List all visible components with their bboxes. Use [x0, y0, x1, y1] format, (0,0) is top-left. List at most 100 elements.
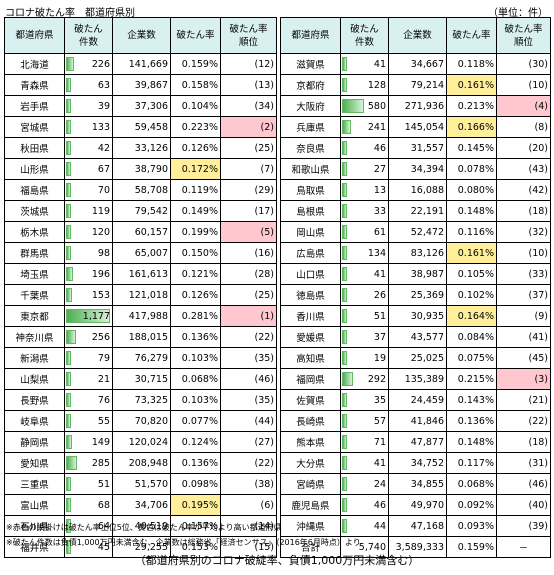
count-value: 46	[373, 499, 386, 511]
rate-rank: (10)	[496, 74, 551, 96]
firm-count: 135,389	[388, 368, 447, 390]
count-value: 153	[91, 289, 110, 301]
rate-rank: (40)	[496, 494, 551, 516]
bankruptcy-rate: 0.161%	[446, 242, 497, 264]
count-value: 37	[373, 331, 386, 343]
count-value: 241	[367, 121, 386, 133]
count-value: 76	[97, 394, 110, 406]
right-table: 都道府県 破たん 件数 企業数 破たん率 破たん率 順位 滋賀県 41 34,667 0.…	[280, 17, 551, 558]
table-row: 岐阜県 55 70,820 0.077% (44)	[4, 410, 277, 432]
header-rate: 破たん率	[170, 17, 221, 54]
count-bar	[66, 309, 110, 323]
table-row: 島根県 33 22,191 0.148% (18)	[280, 200, 551, 222]
rate-rank: (39)	[496, 515, 551, 537]
pref-name: 大阪府	[280, 95, 341, 117]
rate-rank: (33)	[496, 263, 551, 285]
rate-rank: (8)	[496, 116, 551, 138]
table-row: 和歌山県 27 34,394 0.078% (43)	[280, 158, 551, 180]
pref-name: 岩手県	[4, 95, 65, 117]
count-value: 149	[91, 436, 110, 448]
rate-rank: (41)	[496, 326, 551, 348]
firm-count: 49,970	[388, 494, 447, 516]
bankruptcy-rate: 0.124%	[170, 431, 221, 453]
bankruptcy-rate: 0.213%	[446, 95, 497, 117]
count-value: 51	[373, 310, 386, 322]
count-value: 196	[91, 268, 110, 280]
count-value: 119	[91, 205, 110, 217]
rate-rank: (42)	[496, 179, 551, 201]
firm-count: 51,570	[112, 473, 171, 495]
bankruptcy-rate: 0.093%	[446, 515, 497, 537]
count-value: 292	[367, 373, 386, 385]
pref-name: 奈良県	[280, 137, 341, 159]
count-cell: 24	[340, 473, 389, 495]
count-cell: 292	[340, 368, 389, 390]
rate-rank: (7)	[220, 158, 277, 180]
pref-name: 滋賀県	[280, 53, 341, 75]
count-bar	[342, 120, 351, 134]
firm-count: 141,669	[112, 53, 171, 75]
rate-rank: (35)	[220, 389, 277, 411]
pref-name: 山口県	[280, 263, 341, 285]
total-label: 合計	[280, 536, 341, 558]
count-value: 51	[97, 478, 110, 490]
count-bar	[66, 120, 72, 134]
table-row: 滋賀県 41 34,667 0.118% (30)	[280, 53, 551, 75]
table-row: 埼玉県 196 161,613 0.121% (28)	[4, 263, 277, 285]
footnote: ※赤色の網掛けは破たん率上位5位、黄色は破たん率が平均より高い都道府県	[6, 523, 282, 532]
firm-count: 24,459	[388, 389, 447, 411]
count-value: 120	[91, 226, 110, 238]
count-value: 19	[373, 352, 386, 364]
bankruptcy-rate: 0.148%	[446, 431, 497, 453]
table-row: 京都府 128 79,214 0.161% (10)	[280, 74, 551, 96]
table-title: コロナ破たん率 都道府県別	[5, 8, 135, 19]
firm-count: 34,752	[388, 452, 447, 474]
right-header-row: 都道府県 破たん 件数 企業数 破たん率 破たん率 順位	[280, 17, 551, 54]
table-row: 鳥取県 13 16,088 0.080% (42)	[280, 179, 551, 201]
bankruptcy-rate: 0.136%	[170, 326, 221, 348]
firm-count: 76,279	[112, 347, 171, 369]
table-row: 大阪府 580 271,936 0.213% (4)	[280, 95, 551, 117]
pref-name: 東京都	[4, 305, 65, 327]
pref-name: 千葉県	[4, 284, 65, 306]
rate-rank: (22)	[220, 452, 277, 474]
header-firms: 企業数	[112, 17, 171, 54]
count-value: 133	[91, 121, 110, 133]
table-row: 新潟県 79 76,279 0.103% (35)	[4, 347, 277, 369]
rate-rank: (16)	[220, 242, 277, 264]
bankruptcy-rate: 0.150%	[170, 242, 221, 264]
firm-count: 34,667	[388, 53, 447, 75]
firm-count: 145,054	[388, 116, 447, 138]
count-bar	[66, 246, 72, 260]
count-bar	[66, 540, 72, 554]
pref-name: 大分県	[280, 452, 341, 474]
count-bar	[342, 435, 348, 449]
rate-rank: (44)	[220, 410, 277, 432]
firm-count: 31,557	[388, 137, 447, 159]
bankruptcy-rate: 0.104%	[170, 95, 221, 117]
firm-count: 30,715	[112, 368, 171, 390]
count-cell: 41	[340, 452, 389, 474]
count-value: 45	[97, 541, 110, 553]
count-bar	[342, 393, 348, 407]
pref-name: 三重県	[4, 473, 65, 495]
table-row: 山形県 67 38,790 0.172% (7)	[4, 158, 277, 180]
table-row: 宮城県 133 59,458 0.223% (2)	[4, 116, 277, 138]
count-cell: 70	[64, 179, 113, 201]
bankruptcy-rate: 0.164%	[446, 305, 497, 327]
left-table: 都道府県 破たん 件数 企業数 破たん率 破たん率 順位 北海道 226 141,669…	[4, 17, 277, 558]
bankruptcy-rate: 0.121%	[170, 263, 221, 285]
count-value: 134	[367, 247, 386, 259]
bankruptcy-rate: 0.172%	[170, 158, 221, 180]
firm-count: 16,088	[388, 179, 447, 201]
rate-rank: (31)	[496, 452, 551, 474]
bankruptcy-rate: 0.161%	[446, 74, 497, 96]
pref-name: 長野県	[4, 389, 65, 411]
pref-name: 徳島県	[280, 284, 341, 306]
count-cell: 98	[64, 242, 113, 264]
rate-rank: (17)	[220, 200, 277, 222]
pref-name: 鳥取県	[280, 179, 341, 201]
firm-count: 38,987	[388, 263, 447, 285]
firm-count: 41,846	[388, 410, 447, 432]
pref-name: 茨城県	[4, 200, 65, 222]
